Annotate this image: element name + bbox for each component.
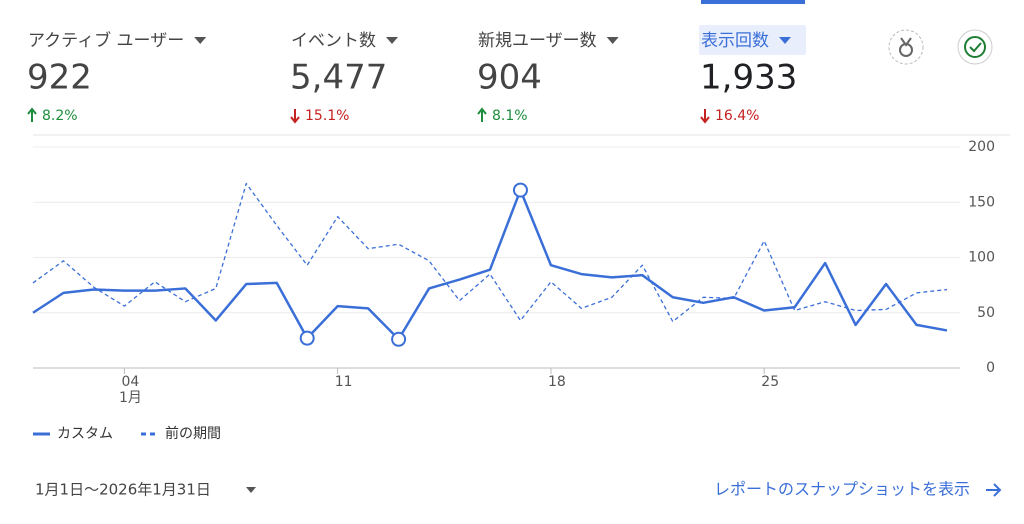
y-tick-label: 0 (986, 360, 995, 376)
series-line (32, 188, 948, 341)
dropdown-icon[interactable] (246, 487, 256, 493)
x-tick-label: 04 (121, 374, 139, 390)
metric-change: 15.1% (305, 108, 349, 124)
metric-change: 8.1% (492, 108, 528, 124)
dropdown-icon[interactable] (386, 37, 398, 44)
dropdown-icon[interactable] (779, 37, 791, 44)
trend-arrow (477, 107, 487, 122)
metric-name[interactable]: 新規ユーザー数 (478, 31, 597, 51)
y-tick-label: 150 (968, 194, 995, 210)
metric-name[interactable]: イベント数 (291, 31, 376, 51)
trend-arrow (27, 107, 37, 122)
x-tick-label: 18 (548, 374, 566, 390)
snapshot-link[interactable]: レポートのスナップショットを表示 (714, 480, 970, 499)
y-tick-label: 100 (968, 250, 995, 266)
legend-label: 前の期間 (165, 425, 221, 442)
metric-name[interactable]: アクティブ ユーザー (28, 30, 184, 51)
metric-value: 922 (27, 58, 92, 98)
arrow-icon[interactable] (986, 483, 1002, 497)
check-icon[interactable] (957, 29, 993, 65)
y-tick-label: 50 (977, 305, 995, 321)
month-label: 1月 (119, 390, 142, 406)
trend-arrow (700, 109, 710, 124)
trend-arrow (290, 109, 300, 124)
legend-label: カスタム (57, 426, 113, 442)
medal-icon[interactable] (888, 29, 924, 65)
date-range[interactable]: 1月1日〜2026年1月31日 (35, 481, 211, 499)
series-line (32, 182, 948, 323)
metric-value: 904 (477, 58, 542, 98)
anomaly-marker[interactable] (299, 330, 315, 346)
metric-value: 5,477 (290, 58, 387, 98)
metric-value: 1,933 (700, 58, 797, 98)
anomaly-marker[interactable] (512, 182, 528, 198)
selected-bar (701, 0, 805, 4)
y-tick-label: 200 (968, 139, 995, 155)
metric-change: 16.4% (715, 108, 759, 124)
dropdown-icon[interactable] (194, 37, 207, 44)
metric-name[interactable]: 表示回数 (701, 31, 769, 51)
selected-bg[interactable] (699, 25, 806, 55)
anomaly-marker[interactable] (391, 331, 407, 347)
x-tick-label: 25 (761, 374, 779, 390)
metric-change: 8.2% (42, 108, 78, 124)
x-tick-label: 11 (335, 374, 353, 390)
dropdown-icon[interactable] (606, 37, 619, 44)
